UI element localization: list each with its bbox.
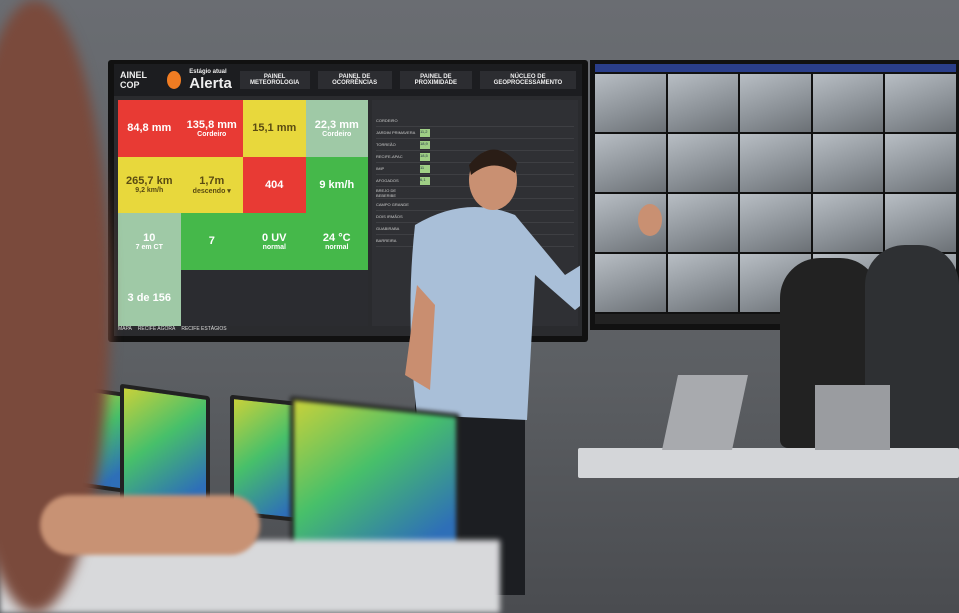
tile-value: 404 (265, 178, 284, 191)
status-tile: 15,1 mm (243, 100, 306, 157)
camera-feed[interactable] (885, 74, 956, 132)
status-tile: 7 (180, 213, 243, 270)
station-name: AFOGADOS (376, 178, 399, 183)
tile-sub: normal (325, 243, 349, 251)
stage-value: Alerta (189, 74, 232, 92)
foreground-hand (40, 495, 260, 555)
station-name: IMIP (376, 166, 385, 171)
brand: AINEL COP (120, 70, 147, 90)
camera-feed[interactable] (812, 134, 884, 192)
tile-sub: descendo ▾ (192, 187, 231, 195)
tile-value: 22,3 mm (314, 118, 359, 131)
tab-recife-agora[interactable]: RECIFE AGORA (137, 326, 176, 332)
status-tile: 3 de 156 (118, 269, 181, 326)
table-row: JARDIM PRIMAVERA 11,2 (376, 127, 574, 139)
camera-feed[interactable] (885, 194, 956, 252)
station-name: TORREÃO (376, 142, 396, 147)
tile-value: 135,8 mm (186, 118, 237, 131)
camera-feed[interactable] (595, 254, 666, 312)
tile-value: 3 de 156 (127, 291, 171, 304)
tile-value: 15,1 mm (252, 122, 297, 135)
camera-feed[interactable] (740, 134, 811, 192)
rain-cell: 18,5 (420, 152, 430, 161)
camera-feed[interactable] (667, 134, 739, 192)
status-tile: 1,7m descendo ▾ (180, 156, 243, 213)
stage-label: Estágio atual (189, 68, 227, 75)
tile-value: 24 °C (322, 231, 351, 244)
presenter-hand (638, 204, 662, 236)
camera-feed[interactable] (740, 74, 811, 132)
camera-feed[interactable] (595, 134, 666, 192)
camera-feed[interactable] (740, 194, 811, 252)
footer-tabs: MAPA RECIFE AGORA RECIFE ESTÁGIOS (118, 322, 227, 336)
status-tile: 10 7 em CT (118, 213, 181, 270)
tile-sub: Cordeiro (322, 130, 352, 138)
empty-tile (180, 269, 243, 326)
tile-value: 0 UV (262, 231, 287, 244)
camera-feed[interactable] (667, 74, 739, 132)
rain-cell: 18,9 (420, 140, 430, 149)
tile-value: 9 km/h (319, 178, 355, 191)
camera-feed[interactable] (595, 74, 666, 132)
tile-value: 1,7m (199, 174, 225, 187)
tab-mapa[interactable]: MAPA (118, 326, 132, 332)
tile-value: 265,7 km (126, 175, 173, 188)
partner-logo: NÚCLEO DE GEOPROCESSAMENTO (479, 71, 576, 89)
status-tile: 22,3 mm Cordeiro (305, 100, 368, 157)
tile-sub: 9,2 km/h (135, 187, 164, 195)
tile-value: 7 (208, 235, 215, 248)
nav-proximidade[interactable]: PAINEL DE PROXIMIDADE (399, 71, 472, 89)
status-tile: 24 °C normal (305, 213, 368, 270)
station-name: BREJO DE BEBERIBE (376, 187, 397, 198)
station-name: DOIS IRMÃOS (376, 214, 403, 219)
status-tile: 135,8 mm Cordeiro (180, 100, 243, 157)
alert-logo-icon (166, 71, 182, 89)
status-tile: 404 (243, 156, 306, 213)
camera-feed[interactable] (812, 74, 884, 132)
status-tile: 265,7 km 9,2 km/h (118, 156, 181, 213)
camera-title-bar (595, 64, 956, 72)
camera-grid (595, 74, 956, 312)
camera-feed[interactable] (667, 194, 739, 252)
laptop (815, 385, 890, 450)
station-name: GUABIRABA (376, 226, 400, 231)
empty-tile (305, 269, 368, 326)
status-tile: 9 km/h (305, 156, 368, 213)
station-name: CAMPO GRANDE (376, 202, 409, 207)
taskbar (595, 314, 956, 324)
tile-value: 84,8 mm (127, 122, 172, 135)
station-name: JARDIM PRIMAVERA (376, 130, 416, 135)
table-row: TORREÃO 18,9 (376, 139, 574, 151)
status-tile: 0 UV normal (243, 213, 306, 270)
camera-feed[interactable] (812, 194, 884, 252)
rain-cell: 11,2 (420, 128, 430, 137)
table-row: CORDEIRO (376, 115, 574, 127)
rain-cell: 6,1 (420, 176, 430, 185)
dashboard-header: AINEL COP Estágio atual Alerta PAINEL MET… (114, 64, 582, 96)
camera-feed[interactable] (885, 134, 956, 192)
camera-wall-monitor (590, 60, 959, 330)
table-caption (376, 104, 574, 109)
nav-ocorrencias[interactable]: PAINEL DE OCORRÊNCIAS (317, 71, 392, 89)
camera-feed[interactable] (667, 254, 739, 312)
station-name: RECIFE-APAC (376, 154, 403, 159)
tile-sub: Cordeiro (197, 130, 227, 138)
tile-sub: normal (262, 243, 286, 251)
tile-value: 10 (143, 231, 156, 244)
empty-tile (243, 269, 306, 326)
station-name: BARREIRA (376, 238, 397, 243)
nav-meteorologia[interactable]: PAINEL METEOROLOGIA (239, 71, 310, 89)
station-name: CORDEIRO (376, 118, 398, 123)
status-tiles: 84,8 mm 135,8 mm Cordeiro 15,1 mm 22,3 mm Cor… (118, 100, 368, 326)
desk (578, 448, 959, 478)
tab-recife-estagios[interactable]: RECIFE ESTÁGIOS (181, 326, 227, 332)
rain-cell: 11 (420, 164, 430, 173)
status-tile: 84,8 mm (118, 100, 181, 157)
tile-sub: 7 em CT (135, 243, 163, 251)
